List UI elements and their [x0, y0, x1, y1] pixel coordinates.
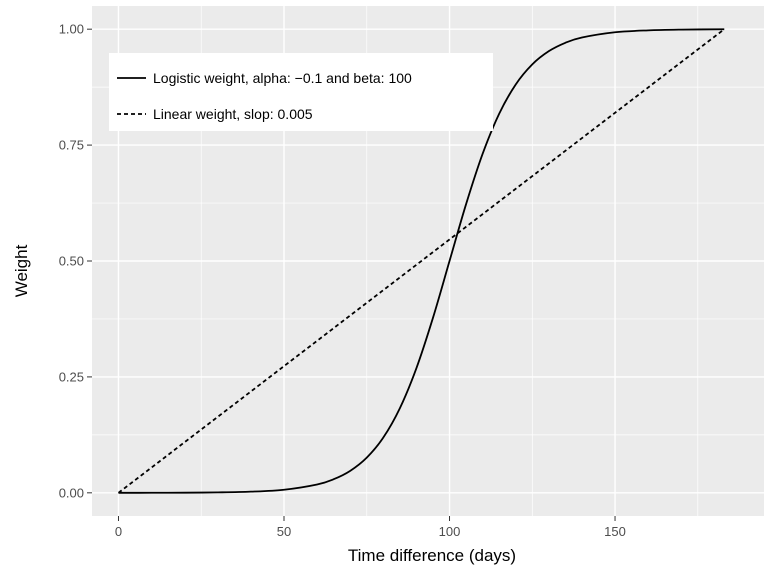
- legend-label-logistic: Logistic weight, alpha: −0.1 and beta: 1…: [153, 70, 412, 86]
- x-axis-ticks: 0 50 100 150: [115, 516, 626, 539]
- legend-box: [109, 53, 493, 131]
- linear-weight-line: [117, 28, 725, 494]
- legend: Logistic weight, alpha: −0.1 and beta: 1…: [109, 53, 493, 131]
- y-tick-label: 0.00: [59, 485, 84, 500]
- logistic-weight-line: [118, 28, 725, 494]
- y-axis-title: Weight: [12, 244, 31, 297]
- series-layer: [117, 28, 725, 494]
- legend-label-linear: Linear weight, slop: 0.005: [153, 106, 313, 122]
- x-tick-label: 50: [277, 524, 291, 539]
- y-tick-label: 0.75: [59, 138, 84, 153]
- y-tick-label: 0.25: [59, 369, 84, 384]
- y-tick-label: 1.00: [59, 22, 84, 37]
- y-tick-label: 0.50: [59, 254, 84, 269]
- x-tick-label: 100: [439, 524, 461, 539]
- x-tick-label: 0: [115, 524, 122, 539]
- y-axis-ticks: 0.00 0.25 0.50 0.75 1.00: [59, 22, 92, 500]
- x-axis-title: Time difference (days): [348, 546, 516, 565]
- x-tick-label: 150: [604, 524, 626, 539]
